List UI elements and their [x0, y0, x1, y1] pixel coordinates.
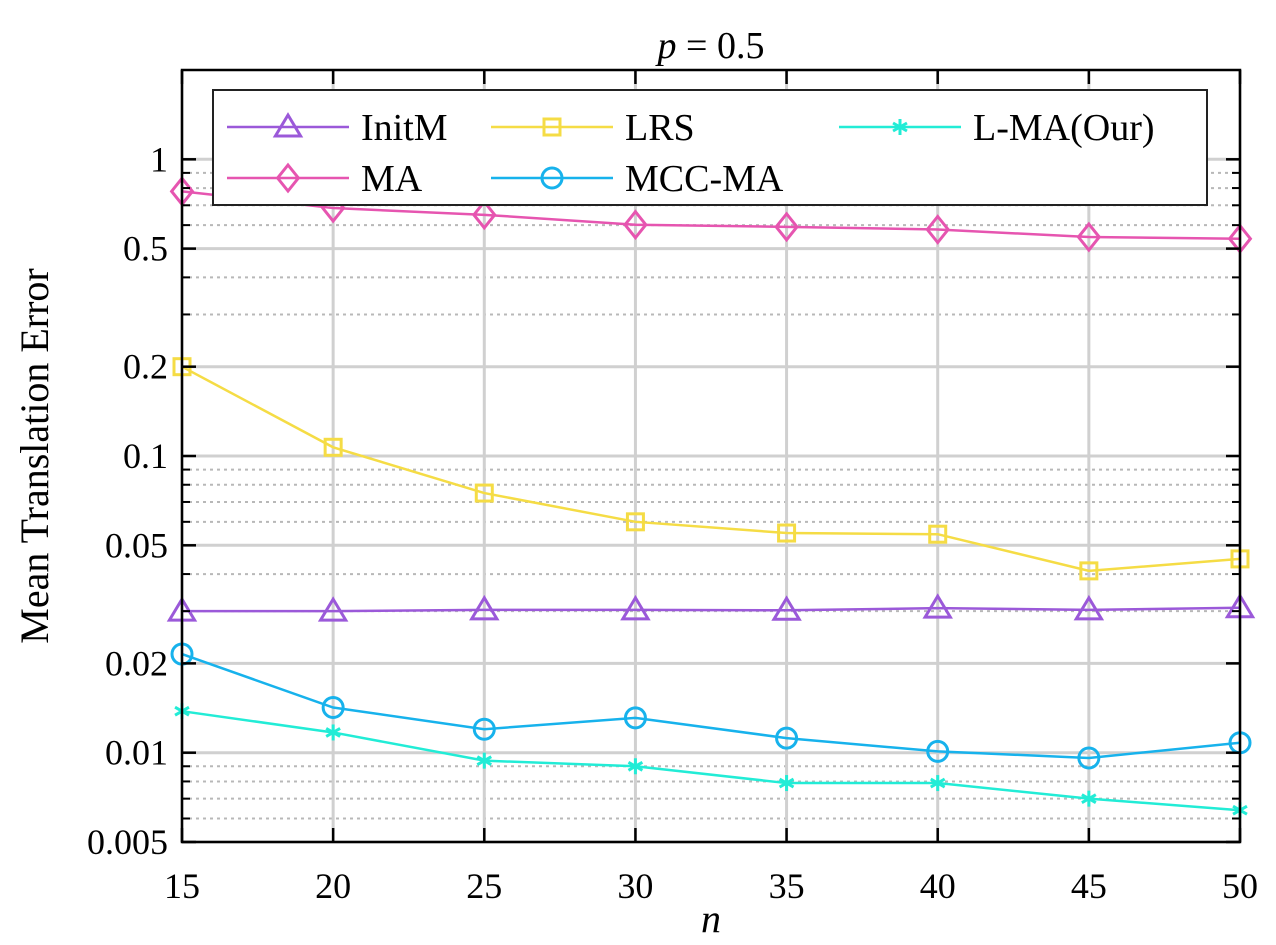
data-point-diamond [471, 199, 497, 231]
legend-item: InitM [227, 107, 448, 149]
legend-label: InitM [361, 107, 448, 149]
data-point-circle [926, 739, 950, 763]
x-tick-label: 20 [315, 866, 351, 906]
legend-box [212, 89, 1208, 206]
legend-label: MCC-MA [625, 158, 784, 200]
data-point-square [777, 523, 797, 543]
x-tick-label: 40 [920, 866, 956, 906]
tick-labels: 0.005 0.01 0.02 0.05 0.1 0.2 0.5 1 15 20 25 30 35 40 4… [87, 139, 1258, 906]
series-line [181, 190, 1241, 240]
data-point-circle [321, 696, 345, 720]
data-point-triangle [1073, 594, 1105, 621]
data-point-triangle [922, 593, 953, 619]
data-point-asterisk [476, 752, 492, 769]
legend: InitM MA LRS MCC-MA L-MA(Our) [212, 89, 1208, 206]
x-tick-label: 15 [164, 866, 200, 906]
data-point-diamond [1076, 221, 1102, 253]
legend-item: L-MA(Our) [839, 107, 1155, 149]
data-point-triangle [771, 595, 802, 621]
data-point-asterisk [778, 775, 795, 792]
data-point-triangle [317, 596, 349, 622]
x-tick-label: 35 [769, 866, 805, 906]
y-tick-label: 0.2 [123, 347, 168, 387]
legend-item: LRS [491, 107, 695, 149]
data-point-square [928, 524, 948, 544]
x-tick-label: 30 [617, 866, 653, 906]
data-point-asterisk [325, 724, 341, 741]
data-point-circle [472, 717, 496, 741]
data-point-square [323, 437, 343, 457]
legend-marker [892, 119, 908, 135]
y-tick-label: 0.5 [123, 229, 168, 269]
y-tick-label: 1 [150, 139, 168, 179]
legend-label: L-MA(Our) [973, 107, 1155, 149]
legend-marker [542, 117, 562, 137]
series-line [181, 709, 1241, 812]
data-point-circle [623, 706, 647, 730]
legend-marker [540, 166, 564, 190]
data-point-circle [1077, 746, 1101, 770]
legend-item: MCC-MA [491, 158, 784, 200]
data-point-asterisk [627, 758, 644, 775]
data-point-square [1079, 561, 1099, 581]
y-tick-label: 0.02 [105, 643, 168, 683]
ticks [180, 69, 1242, 844]
y-tick-label: 0.1 [123, 436, 168, 476]
series-l-ma-our- [174, 703, 1248, 819]
legend-marker [272, 112, 304, 138]
x-tick-label: 25 [466, 866, 502, 906]
chart-title-variable: p [655, 25, 677, 67]
x-tick-label: 45 [1071, 866, 1107, 906]
series-line [181, 652, 1241, 760]
data-point-diamond [925, 214, 951, 245]
y-axis-title: Mean Translation Error [12, 268, 57, 644]
x-axis-title: n [701, 896, 721, 941]
data-point-circle [775, 726, 799, 750]
data-point-triangle [620, 594, 651, 621]
data-point-diamond [774, 211, 799, 243]
legend-label: LRS [625, 107, 695, 149]
y-tick-label: 0.005 [87, 822, 168, 862]
chart-title: p = 0.5 [655, 25, 765, 67]
legend-label: MA [361, 158, 423, 200]
series-line [181, 365, 1241, 573]
legend-marker [275, 162, 301, 194]
data-point-square [625, 512, 645, 532]
data-point-asterisk [930, 775, 946, 792]
data-point-diamond [623, 209, 648, 241]
data-point-square [474, 483, 494, 503]
series-layer [166, 175, 1256, 819]
legend-item: MA [227, 158, 423, 200]
data-point-asterisk [1081, 790, 1097, 807]
data-point-triangle [469, 594, 500, 621]
x-tick-label: 50 [1222, 866, 1258, 906]
y-tick-label: 0.05 [105, 525, 168, 565]
y-tick-label: 0.01 [105, 733, 168, 773]
chart-title-value: = 0.5 [677, 25, 765, 67]
series-line [182, 606, 1241, 613]
